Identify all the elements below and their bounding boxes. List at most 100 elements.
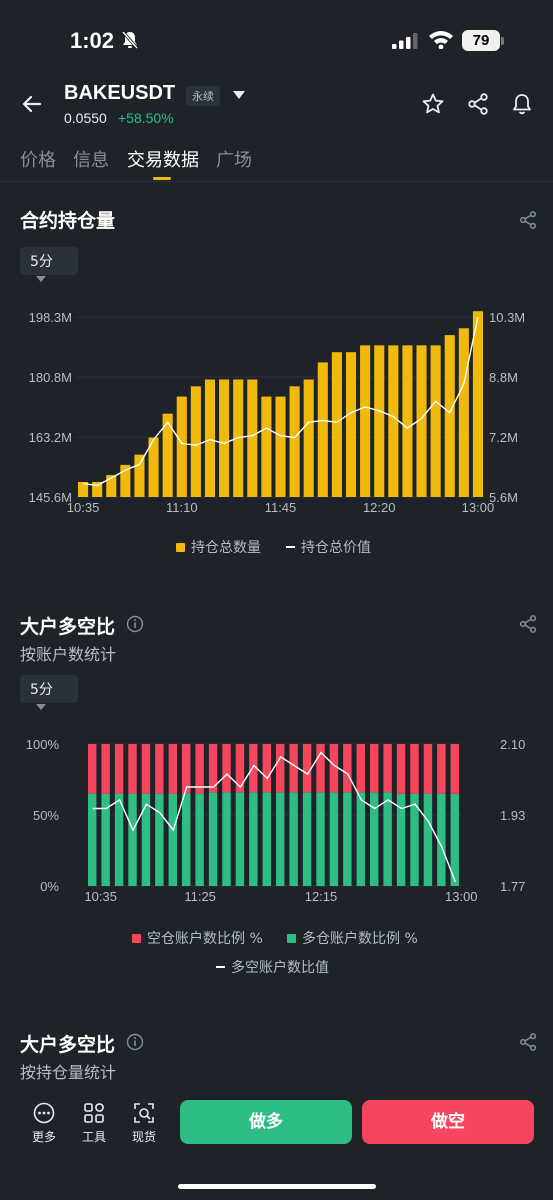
short-ratio-bar xyxy=(128,744,137,794)
long-ratio-bar xyxy=(356,792,365,886)
header: BAKEUSDT 永续 0.0550 +58.50% xyxy=(0,80,553,130)
tools-icon xyxy=(84,1103,104,1123)
oi-bar xyxy=(430,345,441,497)
x-tick-label: 12:15 xyxy=(305,889,338,904)
legend-item-value[interactable]: 持仓总价值 xyxy=(286,537,371,557)
open-interest-chart: 198.3M 180.8M 163.2M 145.6M 10.3M 8.8M 7.2M 5.6… xyxy=(29,310,526,515)
top-ratio-account-chart: 100% 50% 0% 2.10 1.93 1.77 10:35 11:25 12:15 13:0… xyxy=(26,737,526,904)
oi-bar xyxy=(204,379,216,497)
tab-info[interactable]: 信息 xyxy=(73,150,109,171)
symbol-title[interactable]: BAKEUSDT xyxy=(64,82,176,104)
tab-indicator xyxy=(153,177,171,180)
caret-down-icon xyxy=(36,276,46,282)
y-left-tick-label: 145.6M xyxy=(29,490,72,505)
top-ratio-position-title: 大户多空比 xyxy=(20,1034,116,1056)
oi-bar xyxy=(190,386,201,497)
y-left-tick-label: 198.3M xyxy=(29,310,72,325)
long-ratio-bar xyxy=(383,792,392,886)
short-ratio-bar xyxy=(396,744,406,794)
tab-price[interactable]: 价格 xyxy=(20,150,56,171)
long-ratio-bar xyxy=(155,793,164,886)
oi-bar xyxy=(402,345,413,497)
short-ratio-bar xyxy=(410,744,419,794)
bell-icon[interactable] xyxy=(510,92,534,116)
short-ratio-bar xyxy=(370,744,379,793)
oi-bar xyxy=(261,396,272,497)
more-icon xyxy=(33,1102,55,1124)
x-tick-label: 10:35 xyxy=(67,500,100,515)
short-ratio-bar xyxy=(262,744,271,793)
open-interest-legend: 持仓总数量 持仓总价值 xyxy=(0,537,553,559)
short-ratio-bar xyxy=(141,744,151,794)
ratio-line xyxy=(92,751,456,882)
short-ratio-bar xyxy=(302,744,312,793)
legend-item-ratio[interactable]: 多空账户数比值 xyxy=(216,957,329,977)
short-ratio-bar xyxy=(88,744,97,794)
oi-bar xyxy=(106,475,117,497)
legend-item-short-ratio[interactable]: 空仓账户数比例 % xyxy=(132,928,263,948)
spot-icon xyxy=(134,1103,154,1123)
y-right-tick-label: 7.2M xyxy=(489,430,518,445)
spot-button[interactable]: 现货 xyxy=(124,1102,164,1145)
short-ratio-bar xyxy=(101,744,110,794)
long-ratio-bar xyxy=(276,792,285,886)
short-ratio-bar xyxy=(356,744,365,793)
top-ratio-account-legend: 空仓账户数比例 % 多仓账户数比例 % 多空账户数比值 xyxy=(0,928,553,978)
wifi-icon xyxy=(429,31,453,49)
oi-bar xyxy=(444,335,455,497)
long-ratio-bar xyxy=(343,792,352,886)
x-tick-label: 11:25 xyxy=(184,889,216,904)
back-arrow-icon[interactable] xyxy=(20,92,44,116)
star-icon[interactable] xyxy=(421,92,445,116)
interval-selector[interactable]: 5分 xyxy=(20,675,78,710)
home-indicator xyxy=(178,1184,376,1189)
short-ratio-bar xyxy=(208,744,218,793)
long-ratio-bar xyxy=(302,792,312,886)
y-right-tick-label: 10.3M xyxy=(489,310,525,325)
long-ratio-bar xyxy=(101,793,110,886)
x-tick-label: 11:10 xyxy=(166,500,198,515)
info-icon[interactable] xyxy=(126,615,144,633)
caret-down-icon[interactable] xyxy=(232,90,246,100)
short-ratio-bar xyxy=(114,744,124,794)
legend-item-long-ratio[interactable]: 多仓账户数比例 % xyxy=(287,928,418,948)
battery-tip xyxy=(501,37,504,45)
y-left-tick-label: 163.2M xyxy=(29,430,72,445)
share-icon[interactable] xyxy=(466,92,490,116)
long-ratio-bar xyxy=(235,792,245,886)
oi-bar xyxy=(317,362,328,497)
oi-bar xyxy=(374,345,385,497)
y-left-tick-label: 50% xyxy=(33,808,59,823)
info-icon[interactable] xyxy=(126,1033,144,1051)
long-ratio-bar xyxy=(450,793,459,886)
tools-button[interactable]: 工具 xyxy=(74,1102,114,1145)
long-button[interactable]: 做多 xyxy=(180,1100,352,1144)
share-icon[interactable] xyxy=(518,1032,538,1052)
y-right-tick-label: 1.77 xyxy=(500,879,525,894)
tab-square[interactable]: 广场 xyxy=(216,150,252,171)
spot-label: 现货 xyxy=(131,1130,156,1144)
short-ratio-bar xyxy=(329,744,339,793)
bottom-bar: 更多 工具 现货 做多 做空 xyxy=(0,1088,553,1200)
x-tick-label: 10:35 xyxy=(84,889,117,904)
long-ratio-bar xyxy=(249,792,258,886)
oi-bar xyxy=(92,481,103,497)
long-ratio-bar xyxy=(262,792,271,886)
legend-item-quantity[interactable]: 持仓总数量 xyxy=(176,537,261,557)
short-button[interactable]: 做空 xyxy=(362,1100,534,1144)
tools-label: 工具 xyxy=(81,1130,106,1144)
y-left-tick-label: 0% xyxy=(40,879,59,894)
short-ratio-bar xyxy=(450,744,459,794)
share-icon[interactable] xyxy=(518,210,538,230)
short-ratio-bar xyxy=(249,744,258,793)
share-icon[interactable] xyxy=(518,614,538,634)
long-ratio-bar xyxy=(114,793,124,886)
long-ratio-bar xyxy=(182,793,191,886)
long-ratio-bar xyxy=(222,792,231,886)
more-button[interactable]: 更多 xyxy=(24,1102,64,1145)
x-tick-label: 12:20 xyxy=(363,500,396,515)
last-price: 0.0550 xyxy=(64,110,107,126)
oi-bar xyxy=(275,396,286,497)
tab-trading-data[interactable]: 交易数据 xyxy=(127,150,199,171)
interval-selector[interactable]: 5分 xyxy=(20,247,78,282)
